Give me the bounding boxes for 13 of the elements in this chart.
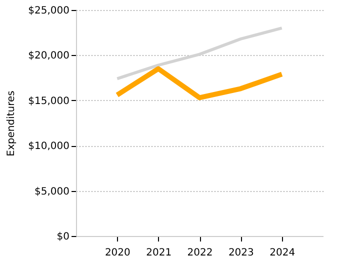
y-axis-title: Expenditures: [6, 90, 18, 156]
y-tick-label: $15,000: [28, 96, 70, 107]
x-tick-label: 2024: [270, 248, 296, 258]
x-tick-label: 2021: [146, 248, 172, 258]
y-tick-label: $5,000: [34, 186, 70, 198]
y-tick-label: $25,000: [28, 6, 70, 16]
y-tick-label: $10,000: [28, 141, 70, 152]
x-tick-label: 2020: [104, 248, 130, 258]
x-tick-label: 2022: [187, 248, 213, 258]
line-series: [116, 26, 284, 80]
x-tick-label: 2023: [228, 248, 254, 258]
y-tick-label: $0: [56, 232, 70, 242]
y-tick-label: $20,000: [28, 50, 70, 62]
